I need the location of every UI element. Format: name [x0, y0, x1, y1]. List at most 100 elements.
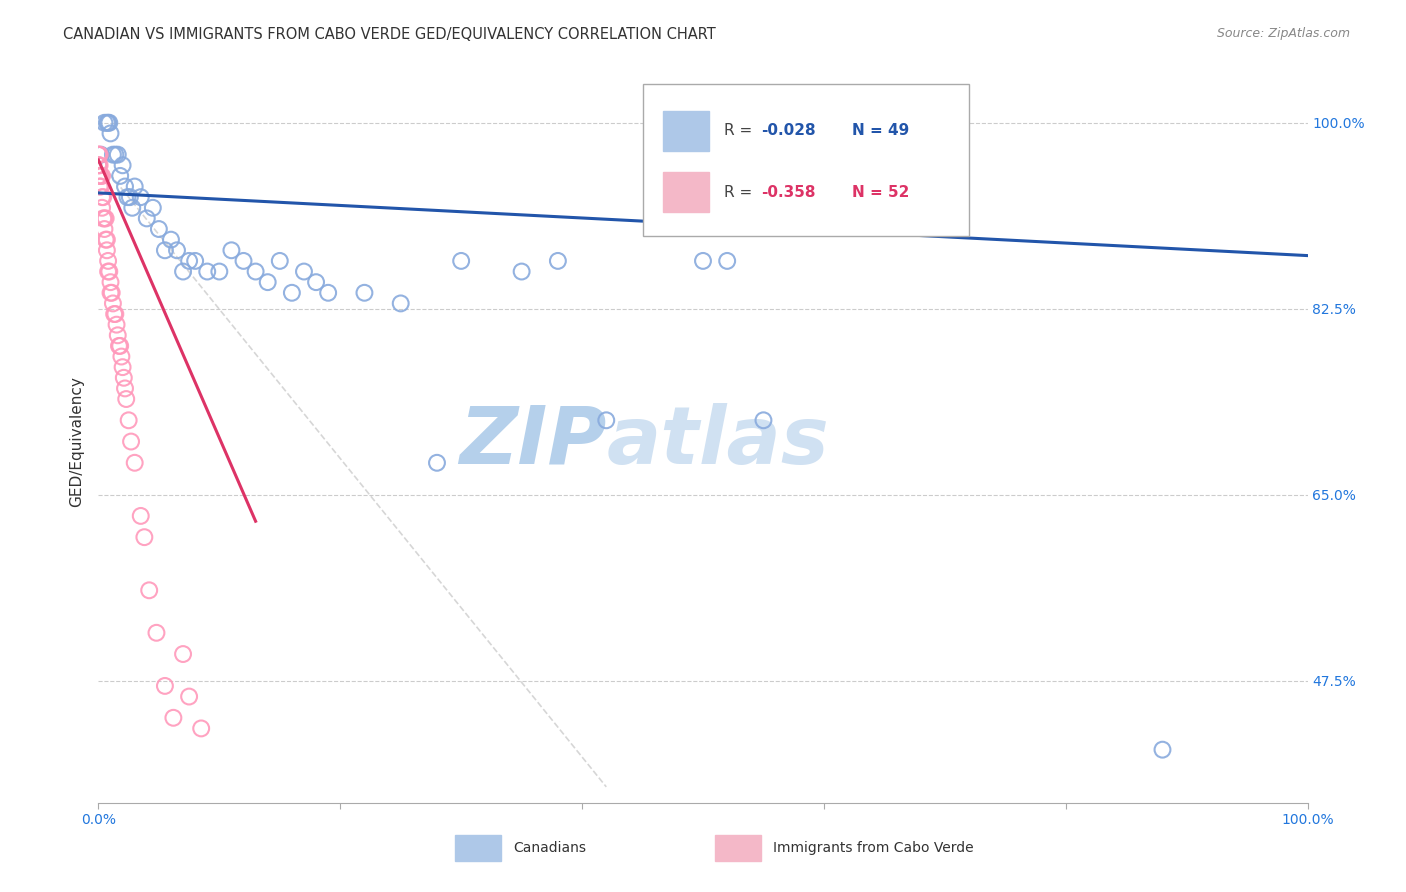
- Point: [98, 116, 121, 130]
- Point: [305, 275, 328, 289]
- Point: [97, 264, 120, 278]
- Point: [129, 508, 152, 523]
- Point: [426, 456, 449, 470]
- Point: [111, 158, 134, 172]
- FancyBboxPatch shape: [664, 172, 709, 212]
- Point: [153, 244, 176, 258]
- Point: [595, 413, 617, 427]
- Point: [98, 264, 121, 278]
- Point: [269, 254, 291, 268]
- Text: Canadians: Canadians: [513, 840, 586, 855]
- Point: [96, 244, 118, 258]
- Point: [135, 211, 157, 226]
- Point: [114, 179, 136, 194]
- Point: [93, 211, 115, 226]
- Point: [108, 339, 131, 353]
- Point: [107, 328, 129, 343]
- Text: -0.358: -0.358: [761, 185, 815, 200]
- Point: [184, 254, 207, 268]
- Point: [510, 264, 533, 278]
- Point: [94, 233, 117, 247]
- Point: [752, 413, 775, 427]
- Point: [124, 179, 146, 194]
- Point: [105, 318, 128, 332]
- Point: [118, 413, 141, 427]
- Point: [100, 275, 122, 289]
- Point: [148, 222, 170, 236]
- Point: [353, 285, 375, 300]
- Point: [108, 169, 131, 183]
- Text: ZIP: ZIP: [458, 402, 606, 481]
- Text: -0.028: -0.028: [761, 123, 815, 138]
- Point: [232, 254, 254, 268]
- Point: [450, 254, 472, 268]
- Point: [91, 190, 114, 204]
- Point: [1152, 742, 1174, 756]
- Point: [101, 296, 124, 310]
- Point: [104, 147, 127, 161]
- Point: [547, 254, 569, 268]
- Point: [281, 285, 304, 300]
- Text: Immigrants from Cabo Verde: Immigrants from Cabo Verde: [773, 840, 974, 855]
- Point: [87, 147, 110, 161]
- Point: [100, 285, 122, 300]
- Point: [101, 147, 124, 161]
- Point: [245, 264, 267, 278]
- Point: [87, 169, 110, 183]
- Y-axis label: GED/Equivalency: GED/Equivalency: [69, 376, 84, 507]
- Point: [166, 244, 188, 258]
- Point: [134, 530, 156, 544]
- Point: [87, 158, 110, 172]
- Point: [190, 722, 212, 736]
- Point: [96, 116, 118, 130]
- Point: [179, 254, 201, 268]
- Point: [129, 190, 152, 204]
- Point: [153, 679, 176, 693]
- Point: [316, 285, 339, 300]
- Point: [138, 583, 160, 598]
- Text: Source: ZipAtlas.com: Source: ZipAtlas.com: [1216, 27, 1350, 40]
- Text: N = 52: N = 52: [852, 185, 910, 200]
- Text: CANADIAN VS IMMIGRANTS FROM CABO VERDE GED/EQUIVALENCY CORRELATION CHART: CANADIAN VS IMMIGRANTS FROM CABO VERDE G…: [63, 27, 716, 42]
- Point: [120, 434, 142, 449]
- FancyBboxPatch shape: [456, 835, 501, 861]
- Text: atlas: atlas: [606, 402, 830, 481]
- Point: [100, 285, 122, 300]
- Point: [108, 339, 131, 353]
- Point: [142, 201, 165, 215]
- Point: [179, 690, 201, 704]
- Point: [162, 711, 184, 725]
- Point: [389, 296, 412, 310]
- Point: [117, 190, 139, 204]
- Point: [145, 625, 167, 640]
- Point: [160, 233, 183, 247]
- Point: [91, 190, 114, 204]
- Point: [93, 116, 115, 130]
- Point: [256, 275, 278, 289]
- Point: [118, 190, 141, 204]
- Point: [114, 381, 136, 395]
- FancyBboxPatch shape: [664, 111, 709, 151]
- Point: [89, 169, 111, 183]
- Point: [100, 127, 122, 141]
- Point: [87, 147, 110, 161]
- Point: [91, 169, 114, 183]
- Text: R =: R =: [724, 123, 756, 138]
- Point: [89, 158, 111, 172]
- Point: [837, 127, 859, 141]
- Point: [112, 371, 135, 385]
- Point: [172, 264, 194, 278]
- Point: [96, 233, 118, 247]
- Point: [89, 179, 111, 194]
- Text: R =: R =: [724, 185, 756, 200]
- Point: [94, 211, 117, 226]
- Point: [97, 254, 120, 268]
- Point: [90, 147, 112, 161]
- Point: [110, 350, 132, 364]
- Point: [90, 169, 112, 183]
- Point: [104, 307, 127, 321]
- Point: [90, 179, 112, 194]
- Point: [87, 158, 110, 172]
- Point: [93, 222, 115, 236]
- Point: [107, 147, 129, 161]
